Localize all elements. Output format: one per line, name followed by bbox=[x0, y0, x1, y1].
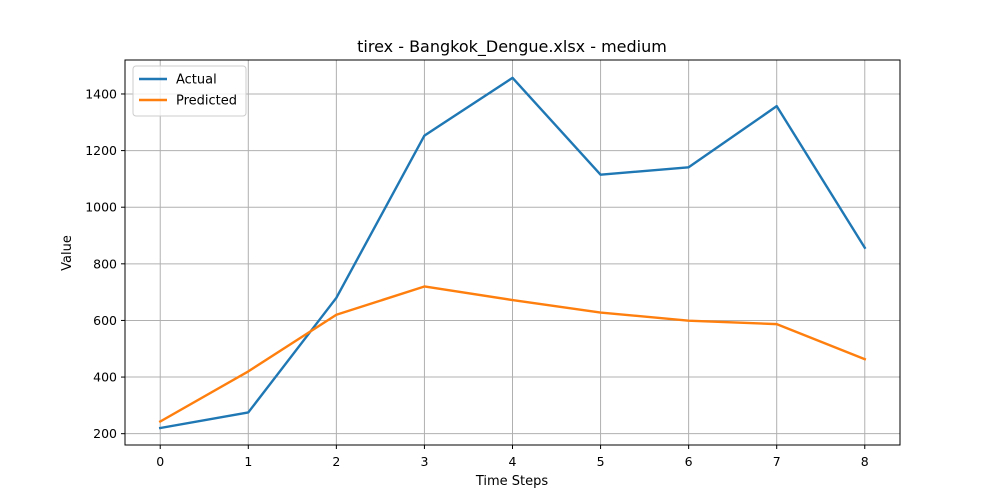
y-tick-label: 1000 bbox=[85, 200, 117, 215]
chart-title: tirex - Bangkok_Dengue.xlsx - medium bbox=[357, 37, 667, 57]
x-tick-label: 0 bbox=[156, 454, 164, 469]
x-tick-label: 4 bbox=[509, 454, 517, 469]
y-tick-label: 1400 bbox=[85, 86, 117, 101]
x-tick-label: 1 bbox=[244, 454, 252, 469]
y-axis: 200 400 600 800 1000 1200 1400 bbox=[85, 86, 125, 441]
series-line-predicted bbox=[158, 285, 867, 424]
legend-label-predicted: Predicted bbox=[176, 94, 237, 109]
x-tick-label: 3 bbox=[420, 454, 428, 469]
series-group bbox=[158, 76, 867, 430]
x-tick-label: 6 bbox=[685, 454, 693, 469]
x-tick-label: 2 bbox=[332, 454, 340, 469]
x-tick-label: 7 bbox=[773, 454, 781, 469]
y-tick-label: 200 bbox=[93, 426, 117, 441]
y-tick-label: 1200 bbox=[85, 143, 117, 158]
x-axis: 0 1 2 3 4 5 6 7 8 bbox=[156, 445, 869, 469]
x-tick-label: 5 bbox=[597, 454, 605, 469]
y-tick-label: 400 bbox=[93, 370, 117, 385]
x-axis-label: Time Steps bbox=[475, 474, 549, 489]
y-axis-label: Value bbox=[60, 235, 75, 271]
y-tick-label: 600 bbox=[93, 313, 117, 328]
legend-label-actual: Actual bbox=[176, 73, 217, 88]
series-line-actual bbox=[158, 76, 867, 430]
legend: Actual Predicted bbox=[132, 65, 247, 117]
grid bbox=[125, 60, 900, 445]
x-tick-label: 8 bbox=[861, 454, 869, 469]
y-tick-label: 800 bbox=[93, 256, 117, 271]
